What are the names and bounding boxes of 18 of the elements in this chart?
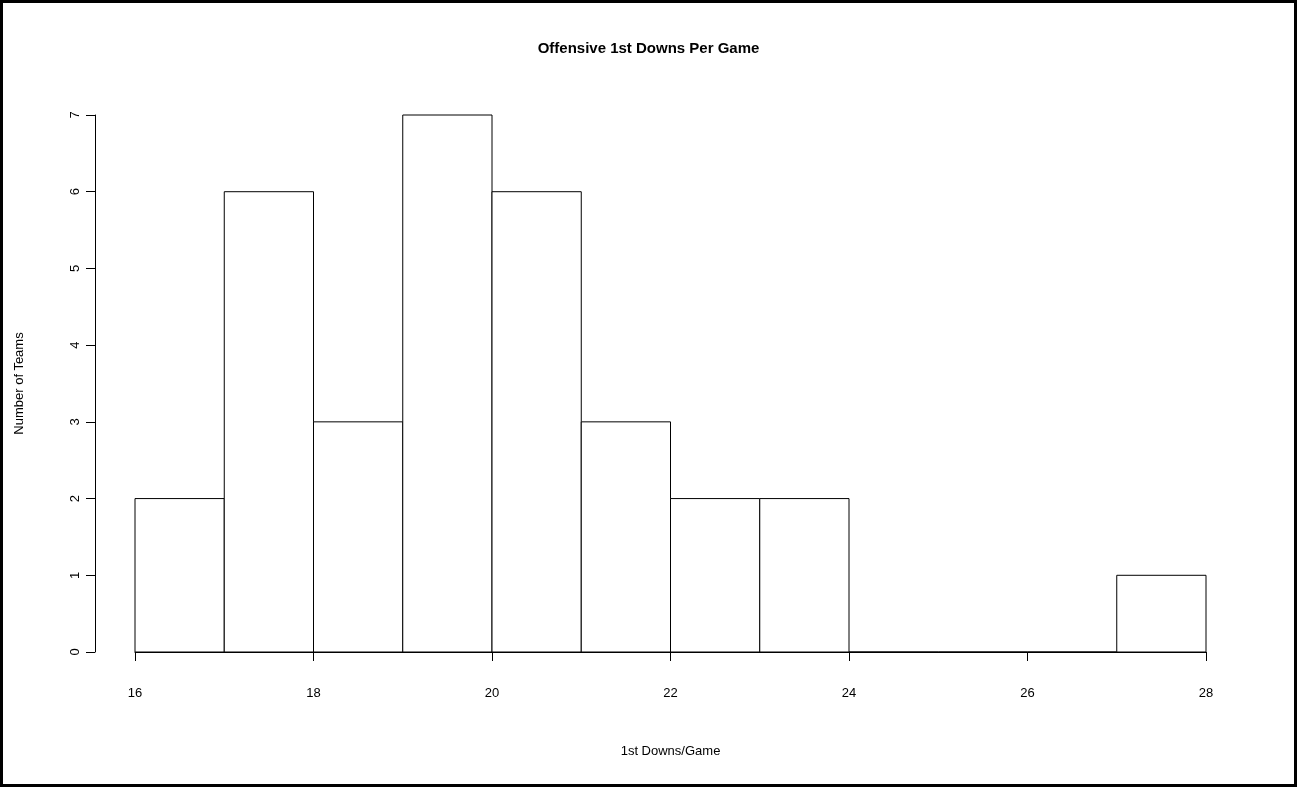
x-tick-label: 18 [306,685,321,700]
y-tick-label: 5 [67,264,82,273]
y-axis-title: Number of Teams [11,331,26,435]
x-tick-label: 16 [127,685,143,700]
x-tick-label: 20 [484,685,500,700]
chart-title: Offensive 1st Downs Per Game [537,39,760,56]
x-tick-label: 24 [841,685,857,700]
y-tick-label: 1 [67,571,82,579]
y-tick-label: 6 [67,188,82,196]
y-tick-label: 2 [67,494,82,503]
x-tick-label: 28 [1198,685,1214,700]
y-tick-label: 3 [67,418,82,426]
y-tick-label: 7 [67,111,82,119]
x-tick-label: 22 [663,685,678,700]
x-tick-label: 26 [1020,685,1035,700]
y-tick-label: 0 [67,648,82,656]
y-tick-label: 4 [67,341,82,349]
x-axis-title: 1st Downs/Game [620,743,721,758]
